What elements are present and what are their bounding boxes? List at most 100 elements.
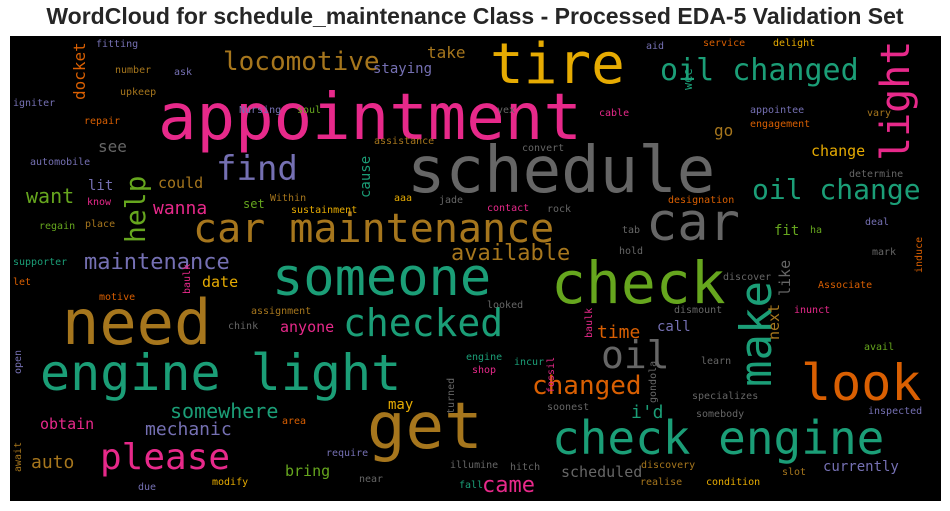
cloud-word: mechanic (145, 419, 232, 440)
cloud-word: aaa (394, 193, 413, 204)
cloud-word: sustainment (291, 205, 358, 216)
cloud-word: ha (810, 225, 823, 236)
cloud-word: incur (514, 357, 545, 368)
cloud-word: modify (212, 477, 249, 488)
cloud-word: repair (84, 116, 121, 127)
cloud-word: oil change (752, 173, 921, 206)
cloud-word: set (243, 197, 265, 211)
cloud-word: illumine (450, 460, 499, 471)
cloud-word: ask (174, 67, 193, 78)
cloud-word: motive (99, 292, 136, 303)
cloud-word: wanna (153, 198, 208, 219)
cloud-word: wee (681, 68, 695, 90)
cloud-word: tire (490, 36, 625, 97)
cloud-word: changed (532, 371, 642, 401)
cloud-word: appointee (750, 105, 805, 116)
cloud-word: condition (706, 477, 761, 488)
cloud-word: require (326, 448, 369, 459)
cloud-word: change (811, 142, 866, 160)
cloud-word: near (359, 474, 384, 485)
cloud-word: oil (601, 333, 670, 377)
cloud-word: inspected (868, 406, 923, 417)
cloud-word: area (282, 416, 307, 427)
cloud-word: locomotive (223, 47, 380, 77)
cloud-word: realise (640, 477, 683, 488)
cloud-word: see (98, 137, 127, 156)
cloud-word: car maintenance (193, 206, 555, 252)
cloud-word: fossil (546, 356, 557, 393)
cloud-word: soonest (547, 402, 590, 413)
cloud-word: hitch (510, 462, 541, 473)
cloud-word: take (427, 43, 466, 62)
cloud-word: may (388, 397, 414, 413)
cloud-word: next (765, 303, 783, 340)
cloud-word: check engine (552, 411, 885, 465)
cloud-word: baulk (584, 307, 595, 338)
cloud-word: gondola (648, 360, 659, 403)
cloud-word: assistance (374, 136, 435, 147)
cloud-word: appointment (158, 81, 582, 155)
cloud-word: engine light (40, 344, 402, 402)
cloud-word: light (873, 40, 919, 161)
cloud-word: help (119, 175, 152, 243)
cloud-word: open (13, 349, 24, 374)
cloud-word: soul (297, 105, 322, 116)
cloud-word: engagement (750, 119, 811, 130)
cloud-word: Associate (818, 280, 873, 291)
cloud-word: want (26, 184, 75, 208)
cloud-word: igniter (13, 98, 56, 109)
cloud-word: hold (619, 246, 644, 257)
cloud-word: i'd (631, 402, 664, 423)
cloud-word: schedule (407, 134, 716, 208)
cloud-word: upkeep (120, 87, 157, 98)
cloud-word: obtain (40, 415, 95, 433)
cloud-word: lit (88, 178, 114, 194)
cloud-word: number (115, 65, 152, 76)
cloud-word: find (216, 149, 298, 189)
cloud-word: time (597, 322, 641, 343)
cloud-word: let (13, 277, 32, 288)
cloud-word: place (85, 219, 116, 230)
cloud-word: slot (782, 467, 807, 478)
cloud-word: determine (849, 169, 904, 180)
cloud-word: avail (864, 342, 895, 353)
cloud-word: fall (459, 480, 484, 491)
cloud-word: turned (446, 377, 457, 414)
cloud-word: available (451, 241, 571, 266)
cloud-word: get (367, 390, 483, 464)
cloud-word: scheduled (561, 463, 643, 481)
cloud-word: like (776, 259, 794, 296)
cloud-word: inunct (794, 305, 831, 316)
cloud-word: someone (272, 248, 492, 308)
cloud-word: delight (773, 38, 816, 49)
cloud-word: assignment (251, 306, 312, 317)
cloud-word: could (158, 174, 204, 192)
cloud-word: rock (547, 204, 572, 215)
cloud-word: vary (867, 108, 892, 119)
cloud-word: chink (228, 321, 259, 332)
cloud-word: anyone (280, 318, 335, 336)
cloud-word: discover (723, 272, 772, 283)
cloud-word: Within (270, 193, 307, 204)
cloud-word: staying (373, 61, 433, 77)
cloud-word: Nursing (239, 105, 282, 116)
cloud-word: vex (497, 105, 516, 116)
cloud-word: currently (823, 459, 899, 475)
cloud-word: designation (668, 195, 735, 206)
cloud-word: came (482, 473, 535, 498)
cloud-word: bring (285, 462, 331, 480)
cloud-word: mark (872, 247, 897, 258)
cloud-word: regain (39, 221, 76, 232)
cloud-word: dismount (674, 305, 723, 316)
cloud-word: call (657, 319, 691, 335)
cloud-word: due (138, 482, 157, 493)
cloud-word: auto (31, 452, 75, 473)
cloud-word: aid (646, 41, 665, 52)
word-cloud: appointment schedule tire light car maintena… (10, 36, 941, 501)
cloud-word: check (551, 249, 726, 317)
cloud-word: date (202, 273, 239, 291)
cloud-word: discovery (641, 460, 696, 471)
cloud-word: jade (439, 195, 464, 206)
cloud-word: service (703, 38, 746, 49)
cloud-word: need (62, 286, 212, 359)
